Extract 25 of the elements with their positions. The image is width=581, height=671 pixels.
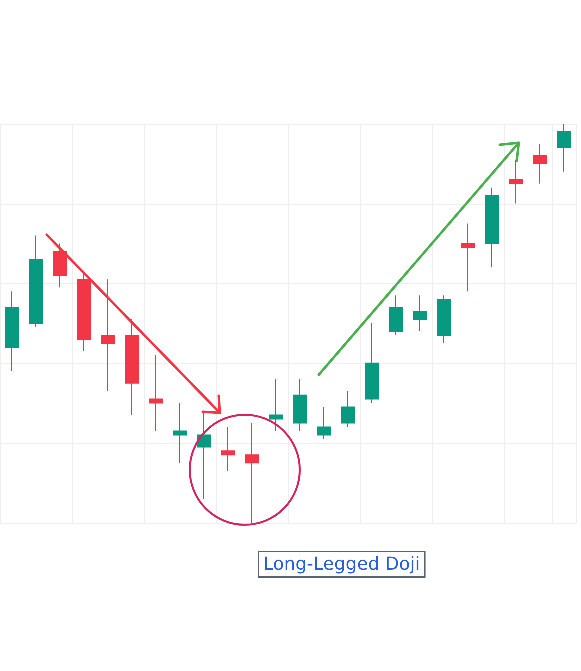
candlestick: [413, 295, 427, 332]
candlestick: [221, 426, 235, 472]
candlestick: [293, 378, 307, 432]
candlestick: [437, 295, 451, 344]
candlestick: [53, 243, 67, 288]
candlestick: [173, 402, 187, 464]
candlestick: [317, 406, 331, 440]
candlestick: [29, 235, 43, 328]
candlestick: [101, 279, 115, 392]
text: Long-Legged Doji: [264, 554, 420, 575]
candlestick: [509, 159, 523, 204]
candlestick: [197, 410, 211, 500]
candlestick: [485, 187, 499, 268]
candlestick: [125, 319, 139, 416]
candlestick: [269, 378, 283, 432]
candlestick: [557, 124, 571, 172]
candlestick: [5, 291, 19, 372]
candlestick: [77, 271, 91, 352]
candlestick: [365, 323, 379, 404]
candlestick: [461, 223, 475, 292]
candlestick: [149, 354, 163, 432]
candlestick: [389, 295, 403, 336]
candlestick: [341, 390, 355, 428]
candlestick: [245, 422, 259, 524]
candlestick: [533, 143, 547, 184]
